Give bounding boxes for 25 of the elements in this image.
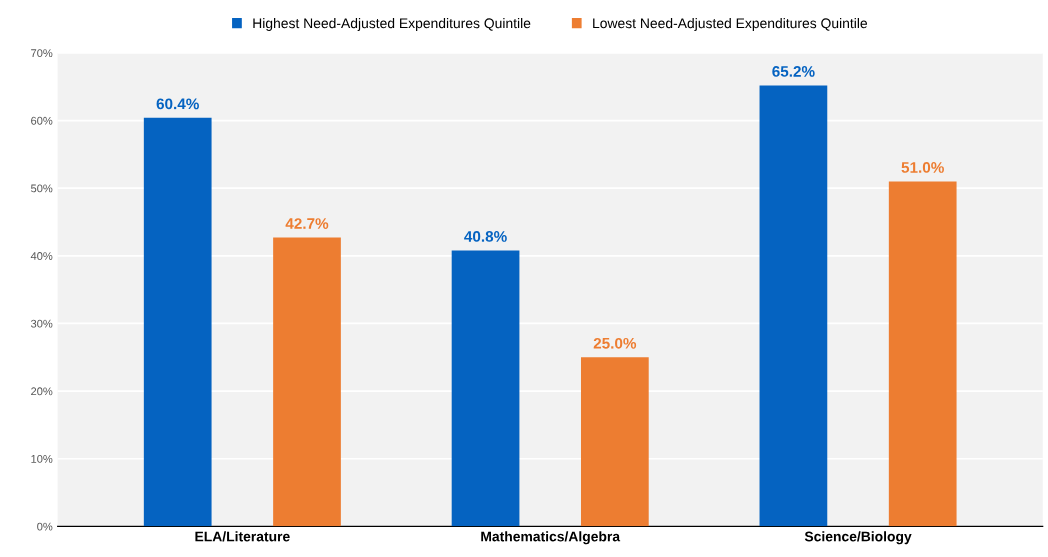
- data-label: 42.7%: [285, 218, 329, 229]
- data-label: 40.8%: [464, 231, 507, 242]
- bar: [580, 357, 649, 527]
- bar: [759, 85, 828, 527]
- y-tick-label: 10%: [31, 455, 53, 463]
- bar: [888, 181, 957, 527]
- y-tick-label: 50%: [30, 184, 53, 193]
- x-tick-label: Science/Biology: [804, 531, 912, 545]
- y-tick-label: 60%: [31, 116, 53, 125]
- y-tick-label: 20%: [31, 387, 53, 396]
- legend-label: Lowest Need-Adjusted Expenditures Quintile: [593, 18, 868, 31]
- bar: [273, 237, 341, 527]
- bar: [451, 250, 520, 527]
- x-tick-label: ELA/Literature: [195, 531, 290, 542]
- x-tick-label: Mathematics/Algebra: [481, 531, 621, 545]
- y-tick-label: 30%: [30, 319, 53, 328]
- data-label: 25.0%: [593, 337, 637, 349]
- y-tick-label: 40%: [30, 252, 53, 260]
- bar: [143, 117, 212, 527]
- data-label: 65.2%: [772, 65, 815, 77]
- y-tick-label: 0%: [37, 522, 53, 531]
- legend-label: Highest Need-Adjusted Expenditures Quintile: [253, 18, 531, 31]
- y-tick-label: 70%: [31, 49, 53, 58]
- data-label: 51.0%: [901, 162, 944, 173]
- data-label: 60.4%: [156, 98, 199, 110]
